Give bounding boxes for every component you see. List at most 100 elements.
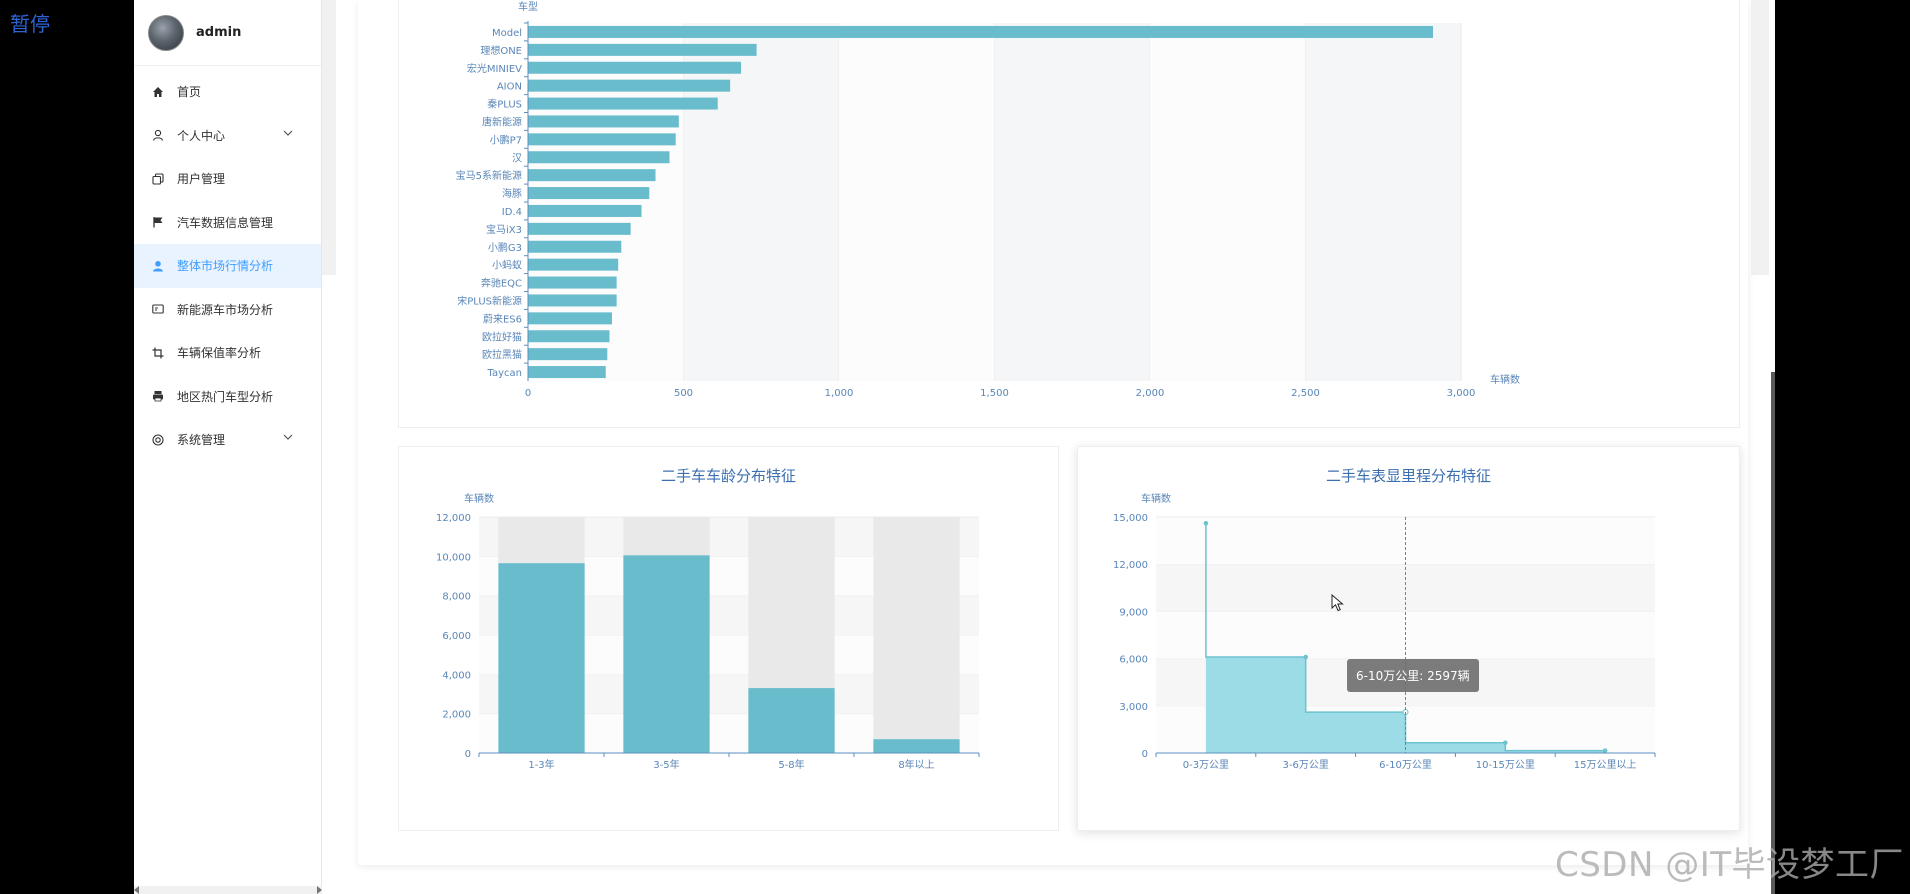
y-tick-label: 4,000 <box>442 670 471 681</box>
bar <box>873 739 960 753</box>
bar-background <box>873 517 960 753</box>
user-box: admin <box>134 0 321 66</box>
y-tick-label: 12,000 <box>1113 560 1148 571</box>
bar <box>528 204 642 217</box>
sidebar-scrollbar[interactable] <box>322 0 336 275</box>
sidebar-item-1[interactable]: 个人中心 <box>134 114 321 158</box>
sidebar-item-label: 整体市场行情分析 <box>177 259 274 274</box>
bar <box>528 330 610 343</box>
username: admin <box>196 25 242 40</box>
data-point <box>1203 520 1209 526</box>
watermark: CSDN @IT毕设梦工厂 <box>1554 845 1904 885</box>
mouse-cursor-icon <box>1331 594 1344 612</box>
y-tick-label: 宝马5系新能源 <box>456 169 522 182</box>
area-fill <box>1205 523 1606 753</box>
split-area <box>994 23 1150 381</box>
x-tick-label: 8年以上 <box>898 758 934 771</box>
scroll-left-icon[interactable] <box>134 886 139 894</box>
home-icon <box>151 85 165 99</box>
bar <box>528 133 676 146</box>
scroll-right-icon[interactable] <box>317 886 322 894</box>
x-tick-label: 3,000 <box>1447 388 1476 399</box>
mileage-distribution-chart: 0-3万公里 3-6万公里 6-10万公里 10-15万公里 15万公里以上 0 3,000… <box>1113 492 1656 771</box>
sidebar-item-4[interactable]: 整体市场行情分析 <box>134 244 321 288</box>
age-chart-panel: 二手车车龄分布特征 1-3年 3-5年 5-8年 8年以上 0 2,000 4,000 6,0… <box>398 446 1059 831</box>
bar <box>528 187 650 200</box>
sidebar-item-5[interactable]: 新能源车市场分析 <box>134 288 321 332</box>
sidebar-item-3[interactable]: 汽车数据信息管理 <box>134 201 321 245</box>
sidebar: admin 首页个人中心用户管理 汽车数据信息管理整体市场行情分析 新能源车市场分析… <box>134 0 322 894</box>
chevron-down-icon[interactable] <box>283 128 293 138</box>
sidebar-item-label: 系统管理 <box>177 433 226 448</box>
bar <box>528 61 742 74</box>
sidebar-item-0[interactable]: 首页 <box>134 70 321 114</box>
chevron-down-icon[interactable] <box>283 432 293 442</box>
y-tick-label: 奔驰EQC <box>481 277 522 290</box>
flag-icon <box>151 215 165 229</box>
bar <box>528 258 619 271</box>
bar <box>528 97 718 110</box>
x-tick-label: 10-15万公里 <box>1476 759 1535 771</box>
x-axis-label: 车辆数 <box>1490 373 1520 386</box>
split-area <box>683 23 839 381</box>
y-tick-label: 汉 <box>512 152 522 164</box>
bar <box>528 348 608 361</box>
sidebar-item-label: 首页 <box>177 85 202 100</box>
y-tick-label: 宏光MINIEV <box>467 62 522 75</box>
y-tick-label: 欧拉好猫 <box>482 330 522 343</box>
mileage-chart-title: 二手车表显里程分布特征 <box>1325 467 1491 485</box>
sidebar-item-6[interactable]: 车辆保值率分析 <box>134 331 321 375</box>
y-axis-label: 车型 <box>518 0 538 13</box>
age-chart-title: 二手车车龄分布特征 <box>660 467 796 485</box>
y-tick-label: 6,000 <box>1119 655 1148 666</box>
y-tick-label: 10,000 <box>436 552 471 563</box>
bar <box>528 169 656 182</box>
age-distribution-chart: 1-3年 3-5年 5-8年 8年以上 0 2,000 4,000 6,000 8,000 10,… <box>436 492 980 771</box>
y-tick-label: 宝马iX3 <box>486 223 522 236</box>
y-tick-label: 8,000 <box>442 592 471 603</box>
y-tick-label: 宋PLUS新能源 <box>457 294 522 307</box>
bar <box>528 151 670 164</box>
mileage-chart-panel: 二手车表显里程分布特征 0-3万公里 3-6万公里 6-10万公里 10-15万公里 1… <box>1077 446 1740 831</box>
x-tick-label: 2,500 <box>1291 388 1320 399</box>
bar <box>748 688 835 753</box>
y-tick-label: 3,000 <box>1119 702 1148 713</box>
bar <box>623 555 710 753</box>
x-tick-label: 1-3年 <box>528 758 554 771</box>
sidebar-item-7[interactable]: 地区热门车型分析 <box>134 375 321 419</box>
bar <box>528 312 612 325</box>
sidebar-item-label: 个人中心 <box>177 128 226 143</box>
x-tick-label: 5-8年 <box>778 758 804 771</box>
chart-tooltip: 6-10万公里: 2597辆 <box>1347 659 1479 692</box>
y-tick-label: 欧拉黑猫 <box>482 348 522 361</box>
copy-icon <box>151 172 165 186</box>
x-tick-label: 2,000 <box>1136 388 1165 399</box>
bar <box>528 79 731 92</box>
sidebar-item-8[interactable]: 系统管理 <box>134 418 321 462</box>
content-card: Model 理想ONE 宏光MINIEV AION 秦PLUS 唐新能源 小鹏P7 汉宝马5系… <box>358 0 1748 865</box>
y-tick-label: 秦PLUS <box>487 98 522 111</box>
data-point <box>1602 748 1608 753</box>
sidebar-item-label: 地区热门车型分析 <box>177 389 274 404</box>
x-tick-label: 1,500 <box>980 388 1009 399</box>
y-tick-label: 小鹏G3 <box>488 241 522 254</box>
sidebar-item-2[interactable]: 用户管理 <box>134 157 321 201</box>
avatar[interactable] <box>148 14 184 51</box>
y-tick-label: Taycan <box>487 368 522 379</box>
split-area <box>1305 23 1461 381</box>
x-tick-label: 500 <box>674 388 693 399</box>
bar <box>498 563 585 753</box>
bar <box>528 294 617 307</box>
y-axis-label: 车辆数 <box>1141 492 1171 505</box>
sidebar-item-label: 新能源车市场分析 <box>177 302 274 317</box>
main-scrollbar-track[interactable] <box>1751 0 1769 275</box>
main-content: Model 理想ONE 宏光MINIEV AION 秦PLUS 唐新能源 小鹏P7 汉宝马5系… <box>336 0 1775 894</box>
pause-label[interactable]: 暂停 <box>10 12 50 36</box>
horizontal-scrollbar[interactable] <box>134 886 322 894</box>
x-tick-label: 6-10万公里 <box>1379 759 1432 771</box>
x-tick-label: 3-5年 <box>653 758 679 771</box>
y-tick-label: 9,000 <box>1119 607 1148 618</box>
data-point <box>1303 654 1308 660</box>
main-scrollbar-thumb[interactable] <box>1771 372 1775 894</box>
y-tick-label: 15,000 <box>1113 513 1148 524</box>
